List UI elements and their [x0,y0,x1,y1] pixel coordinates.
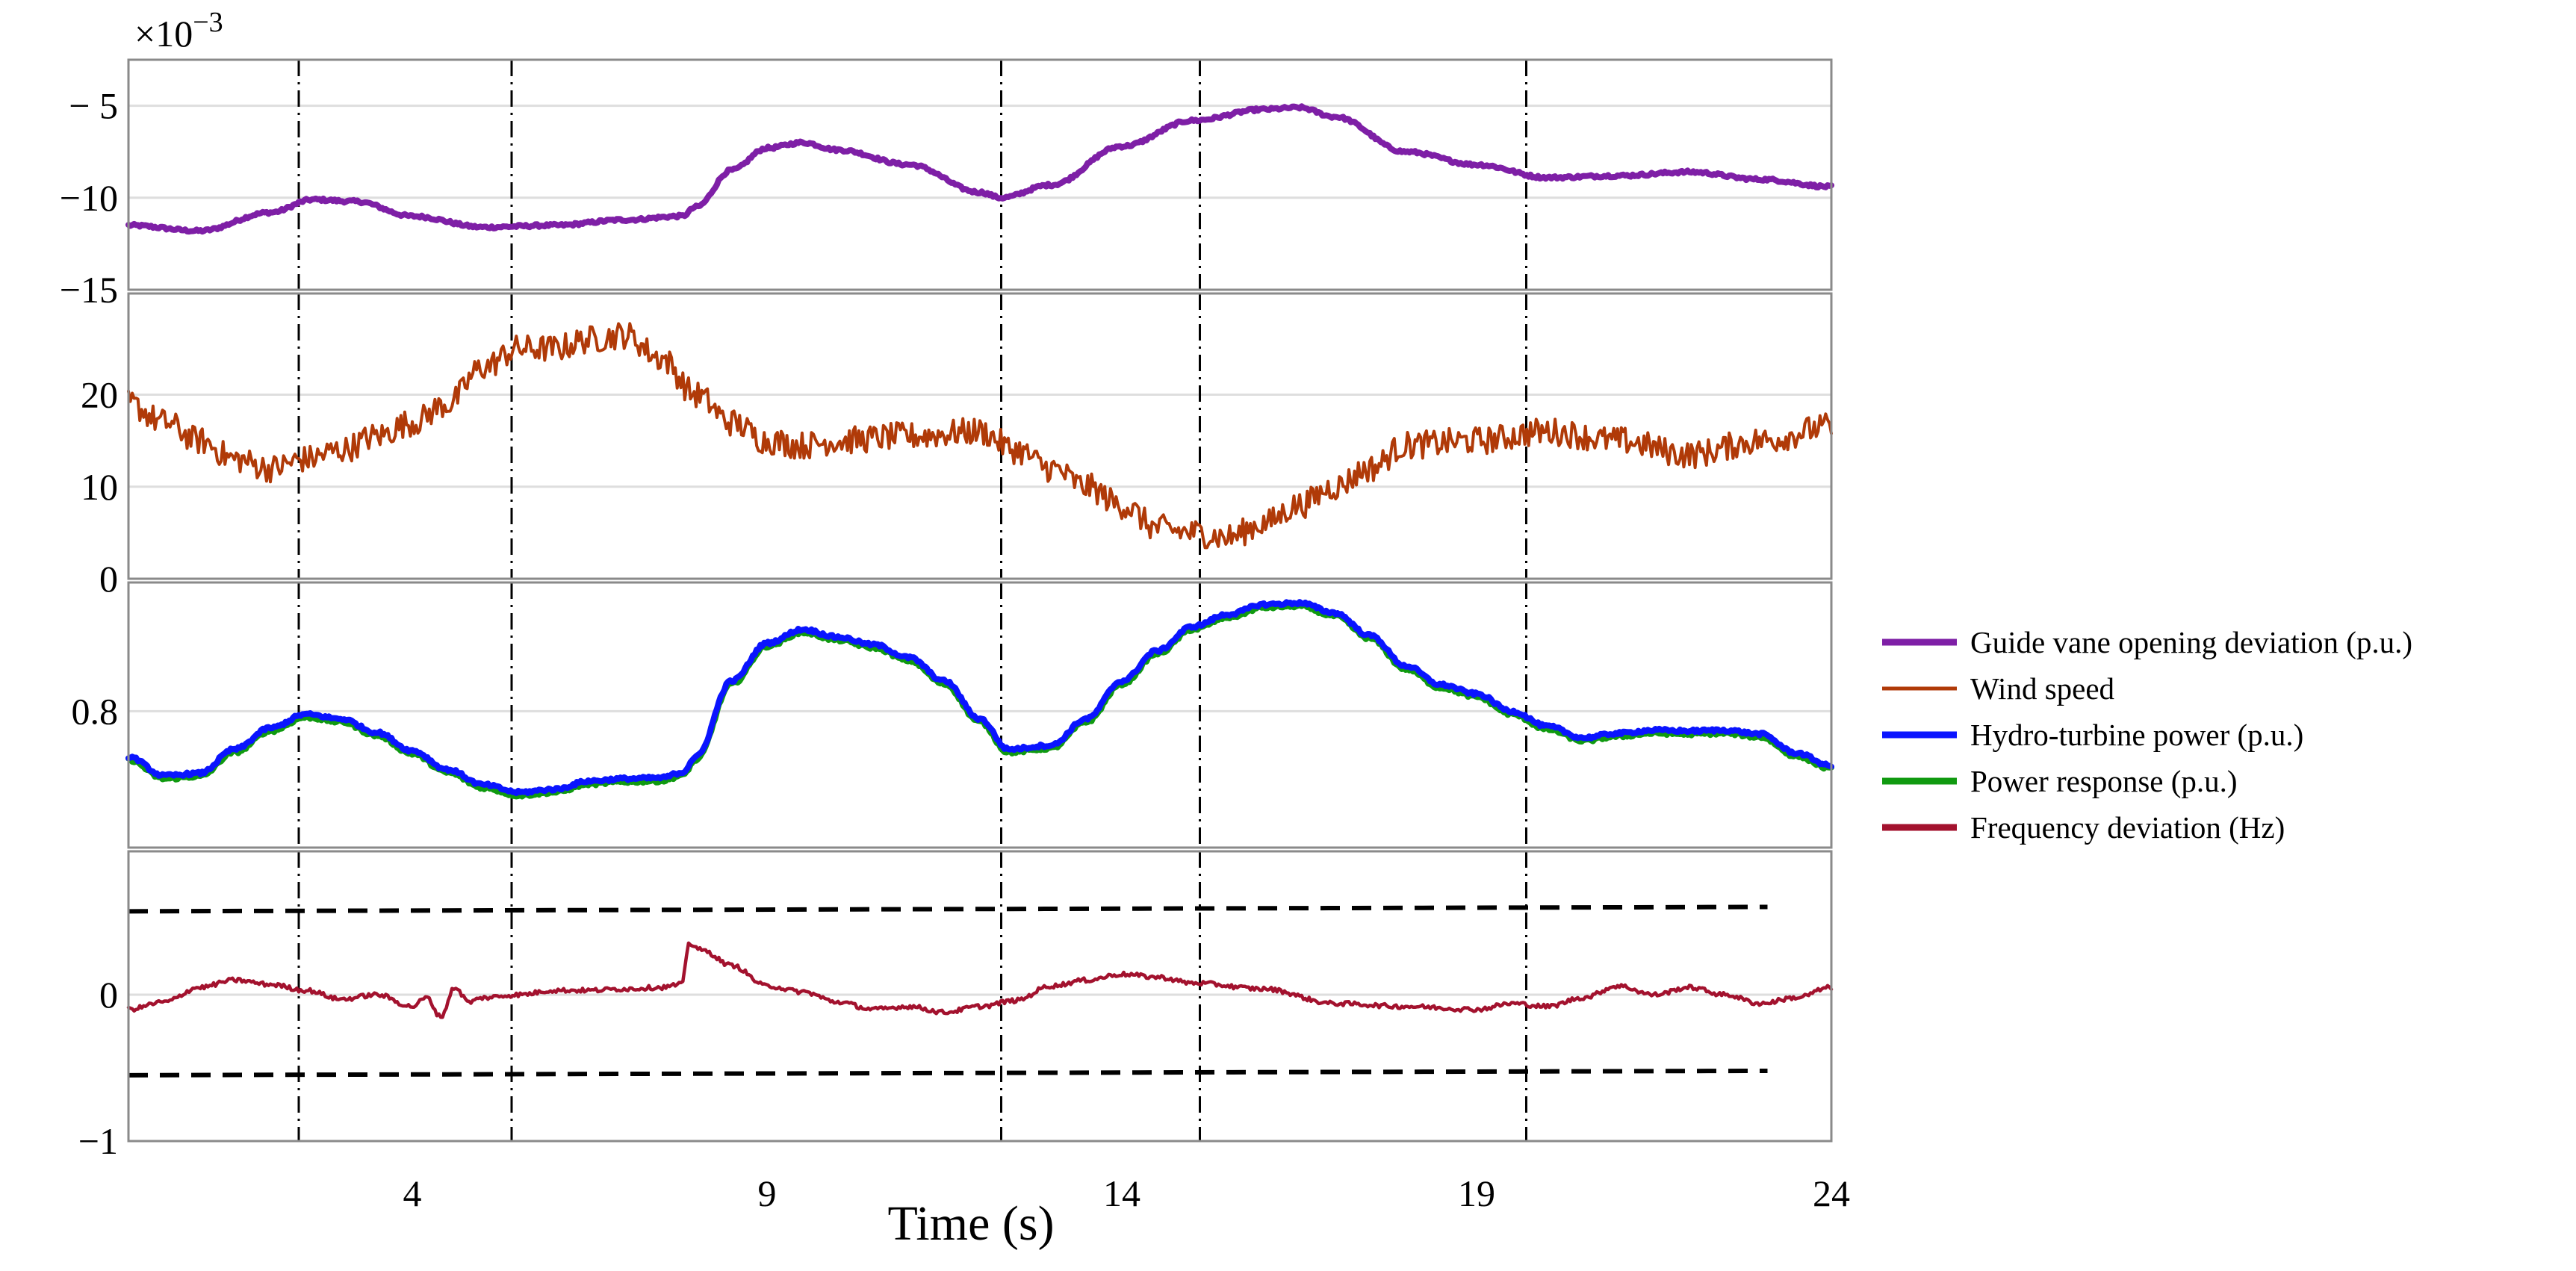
panel-wind-speed: 20 10 0 [81,292,1833,600]
limit-line [128,1068,1768,1078]
series-wind [127,322,1833,550]
panel-frequency: 0 −1 [78,850,1834,1162]
y-tick-label: 20 [81,374,118,416]
panel-frame [127,58,1833,291]
y-tick-label: 0.8 [72,690,119,732]
legend-label: Frequency deviation (Hz) [1970,810,2285,845]
panel-guide-vane: − 5 −10 −15 ×10−3 [60,7,1834,311]
plot-panels: − 5 −10 −15 ×10−3 20 10 0 0.8 0 −1 [60,7,1834,1162]
exponent-power: −3 [193,7,223,38]
y-exponent-label: ×10−3 [134,7,223,55]
x-tick-label: 24 [1813,1172,1850,1214]
exponent-base: ×10 [134,13,193,55]
x-tick-label: 4 [403,1172,422,1214]
y-tick-label: − 5 [69,85,118,127]
x-tick-label: 19 [1458,1172,1495,1214]
legend-label: Hydro-turbine power (p.u.) [1970,718,2303,752]
series-hydro [125,599,1834,797]
y-tick-label: 0 [99,974,118,1016]
legend-item-wind: Wind speed [1882,671,2114,706]
legend: Guide vane opening deviation (p.u.) Wind … [1882,625,2412,845]
series-guide [125,103,1834,235]
legend-label: Guide vane opening deviation (p.u.) [1970,625,2412,659]
legend-item-power: Power response (p.u.) [1882,764,2238,798]
legend-label: Wind speed [1970,671,2114,706]
panel-power: 0.8 [72,581,1834,849]
legend-item-guide: Guide vane opening deviation (p.u.) [1882,625,2412,659]
legend-label: Power response (p.u.) [1970,764,2238,798]
y-tick-label: 0 [99,558,118,600]
y-tick-label: −1 [78,1120,118,1162]
series-power [125,602,1834,800]
y-tick-label: −15 [60,269,118,311]
x-tick-label: 14 [1103,1172,1140,1214]
panel-frame [127,850,1833,1143]
y-tick-label: 10 [81,466,118,508]
limit-line [128,904,1768,914]
legend-item-freq: Frequency deviation (Hz) [1882,810,2285,845]
x-axis: Time (s) 4 9 14 19 24 [403,1172,1851,1251]
x-tick-label: 9 [758,1172,777,1214]
panel-frame [127,581,1833,849]
legend-item-hydro: Hydro-turbine power (p.u.) [1882,718,2303,752]
x-axis-label: Time (s) [887,1196,1054,1251]
series-freq [126,941,1834,1019]
y-tick-label: −10 [60,177,118,219]
panel-frame [127,292,1833,580]
